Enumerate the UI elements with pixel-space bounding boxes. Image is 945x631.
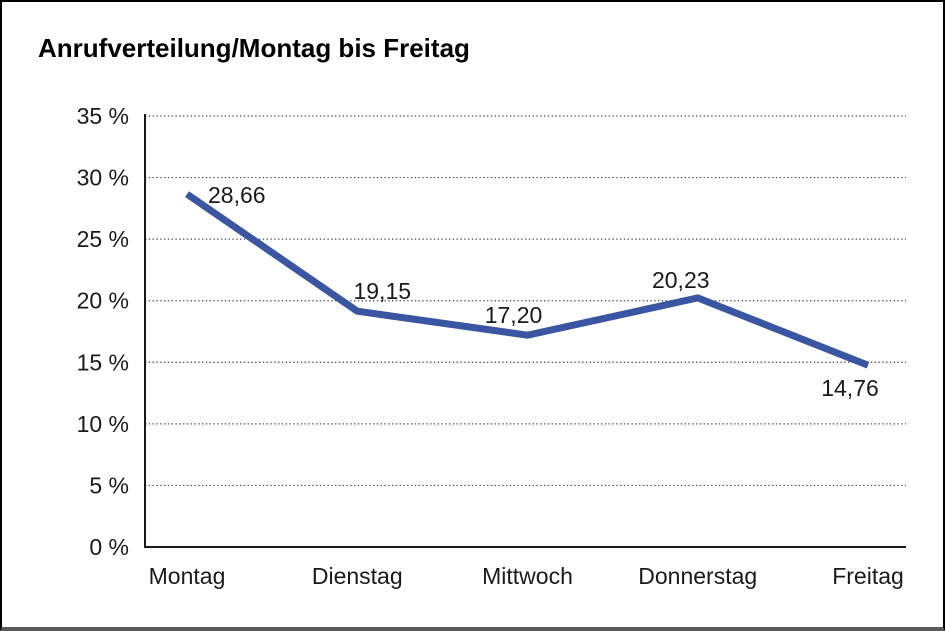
data-label-donnerstag: 20,23 <box>652 267 710 293</box>
x-tick-label-freitag: Freitag <box>832 563 904 589</box>
y-tick-label-25: 25 % <box>77 226 129 252</box>
y-tick-label-0: 0 % <box>89 534 129 560</box>
y-tick-label-5: 5 % <box>89 472 129 498</box>
y-tick-label-10: 10 % <box>77 411 129 437</box>
data-label-freitag: 14,76 <box>821 375 879 401</box>
y-tick-label-15: 15 % <box>77 349 129 375</box>
x-tick-label-mittwoch: Mittwoch <box>482 563 573 589</box>
data-label-montag: 28,66 <box>208 182 266 208</box>
x-tick-label-donnerstag: Donnerstag <box>638 563 757 589</box>
data-label-mittwoch: 17,20 <box>485 302 543 328</box>
data-line-anrufverteilung <box>185 191 870 369</box>
x-tick-label-montag: Montag <box>149 563 226 589</box>
y-tick-label-20: 20 % <box>77 288 129 314</box>
data-label-dienstag: 19,15 <box>353 278 411 304</box>
y-tick-label-30: 30 % <box>77 165 129 191</box>
chart-title: Anrufverteilung/Montag bis Freitag <box>38 33 470 63</box>
x-tick-label-dienstag: Dienstag <box>312 563 403 589</box>
y-tick-label-35: 35 % <box>77 103 129 129</box>
